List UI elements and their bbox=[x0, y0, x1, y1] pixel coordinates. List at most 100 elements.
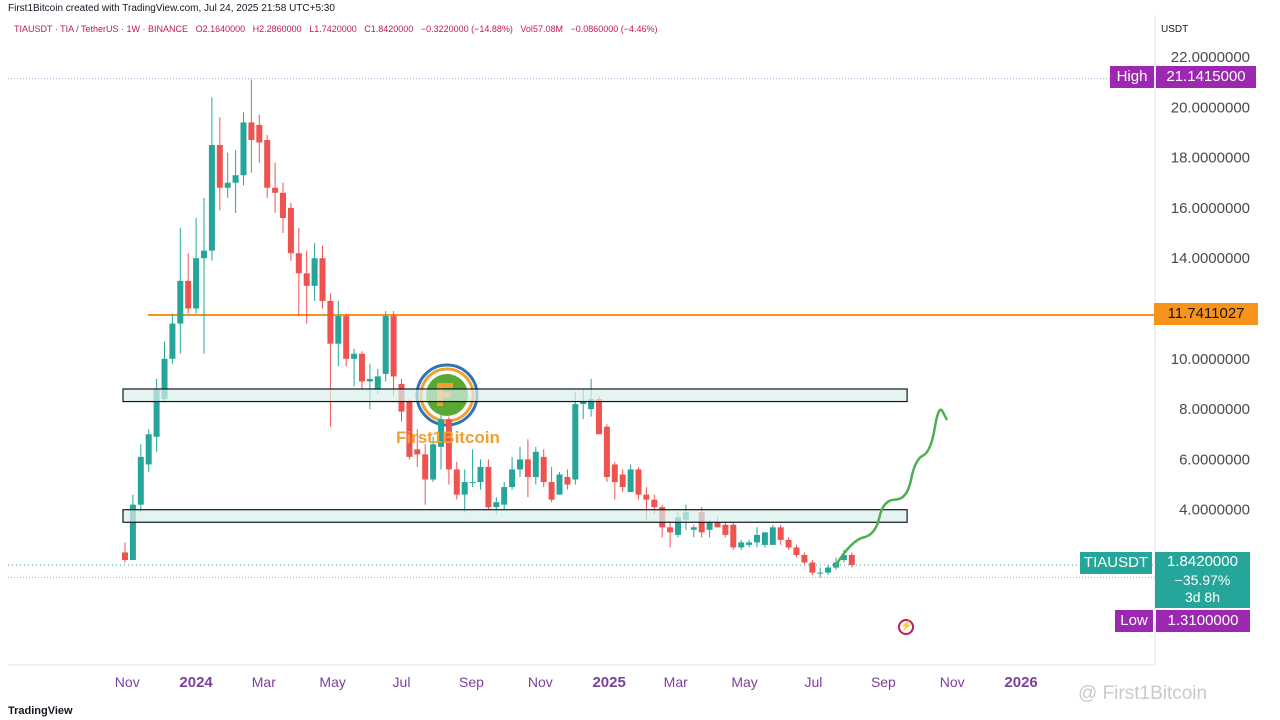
candle bbox=[556, 471, 563, 495]
candle-body bbox=[193, 258, 200, 309]
candle bbox=[627, 464, 634, 493]
legend-volume-change: −0.0860000 (−4.46%) bbox=[570, 24, 658, 34]
candle-body bbox=[754, 534, 760, 543]
high-value-tag: 21.1415000 bbox=[1156, 66, 1256, 88]
price-tick-label: 6.0000000 bbox=[1179, 451, 1250, 468]
candle-body bbox=[287, 207, 294, 254]
candle-body bbox=[556, 474, 563, 495]
candle bbox=[461, 469, 468, 513]
candle-body bbox=[374, 376, 381, 389]
candle-body bbox=[129, 504, 136, 560]
candle bbox=[122, 542, 128, 563]
legend-high: H2.2860000 bbox=[252, 24, 302, 34]
price-tick-label: 14.0000000 bbox=[1171, 250, 1250, 267]
time-tick-label: Mar bbox=[664, 674, 688, 690]
candle bbox=[524, 439, 531, 498]
candle-body bbox=[311, 258, 318, 286]
tradingview-logo[interactable]: TradingView bbox=[8, 705, 73, 717]
candle bbox=[335, 300, 342, 367]
candle-body bbox=[690, 527, 697, 530]
legend-symbol[interactable]: TIAUSDT · TIA / TetherUS · 1W · BINANCE bbox=[14, 24, 189, 34]
candle bbox=[129, 494, 136, 560]
candle-body bbox=[240, 122, 247, 176]
candle bbox=[509, 456, 516, 490]
candle bbox=[422, 444, 429, 505]
candle-body bbox=[517, 459, 523, 470]
chart-attribution: First1Bitcoin created with TradingView.c… bbox=[8, 3, 335, 14]
candle bbox=[145, 429, 152, 472]
candle bbox=[817, 567, 824, 578]
candle bbox=[730, 522, 737, 550]
candle-body bbox=[430, 444, 437, 480]
candle-body bbox=[414, 449, 421, 455]
watermark-brand-text: First1Bitcoin bbox=[396, 428, 500, 447]
candle-body bbox=[335, 316, 342, 344]
last-price-value: 1.8420000 bbox=[1167, 553, 1238, 570]
legend-close: C1.8420000 bbox=[364, 24, 414, 34]
candle bbox=[532, 446, 539, 485]
candle-body bbox=[793, 547, 800, 555]
candle-body bbox=[580, 401, 587, 405]
candle-body bbox=[359, 353, 365, 382]
candle bbox=[359, 351, 365, 389]
candle-body bbox=[667, 527, 674, 533]
candle-body bbox=[746, 542, 753, 545]
candle bbox=[825, 565, 832, 576]
candlestick-series[interactable] bbox=[122, 79, 855, 578]
candle bbox=[224, 152, 231, 198]
price-tick-label: 4.0000000 bbox=[1179, 502, 1250, 519]
candle-body bbox=[216, 145, 223, 188]
candle-body bbox=[256, 124, 263, 143]
price-tick-label: 20.0000000 bbox=[1171, 99, 1250, 116]
candle-body bbox=[264, 139, 271, 188]
candle bbox=[390, 311, 397, 397]
candle bbox=[295, 228, 302, 317]
time-tick-label: Sep bbox=[459, 674, 484, 690]
support-resistance-zones[interactable] bbox=[122, 388, 908, 523]
candle-body bbox=[406, 401, 413, 457]
candle bbox=[216, 117, 223, 211]
candle bbox=[287, 202, 294, 261]
candle bbox=[311, 243, 318, 301]
candle-body bbox=[572, 404, 579, 480]
candle-body bbox=[651, 499, 658, 508]
candle-body bbox=[493, 502, 500, 508]
candle-body bbox=[303, 273, 310, 286]
candle bbox=[185, 253, 192, 314]
candle-body bbox=[137, 456, 144, 505]
candle bbox=[619, 469, 626, 493]
candle-body bbox=[327, 300, 334, 344]
candle bbox=[406, 399, 413, 460]
candle-body bbox=[809, 562, 816, 573]
candle bbox=[635, 466, 642, 500]
zone-box bbox=[122, 509, 908, 523]
time-tick-label: Jul bbox=[393, 674, 411, 690]
candle bbox=[303, 250, 310, 324]
low-value-tag: 1.3100000 bbox=[1156, 610, 1250, 632]
time-tick-label: May bbox=[319, 674, 345, 690]
candle-body bbox=[588, 399, 595, 410]
candle bbox=[438, 414, 444, 470]
candle-body bbox=[714, 522, 721, 528]
time-tick-label: Nov bbox=[528, 674, 553, 690]
candle-body bbox=[232, 175, 239, 183]
candle-body bbox=[295, 253, 302, 274]
projection-arrow[interactable] bbox=[834, 408, 948, 567]
lightning-icon[interactable]: ⚡ bbox=[898, 619, 914, 635]
candle bbox=[477, 459, 484, 490]
candle-body bbox=[185, 280, 192, 309]
candle-body bbox=[438, 419, 444, 447]
time-tick-label: May bbox=[731, 674, 757, 690]
candle bbox=[738, 539, 745, 550]
low-label-tag: Low bbox=[1115, 610, 1153, 632]
candle bbox=[572, 391, 579, 485]
candle-body bbox=[161, 358, 168, 400]
candle bbox=[501, 482, 508, 510]
candle bbox=[548, 466, 555, 503]
candle-body bbox=[343, 316, 350, 359]
time-axis-ticks: Nov 2024 Mar May Jul Sep Nov 2025 Mar May Jul Sep No… bbox=[115, 674, 1038, 691]
candle-body bbox=[145, 434, 152, 465]
candle-body bbox=[224, 182, 231, 188]
candle bbox=[264, 134, 271, 198]
